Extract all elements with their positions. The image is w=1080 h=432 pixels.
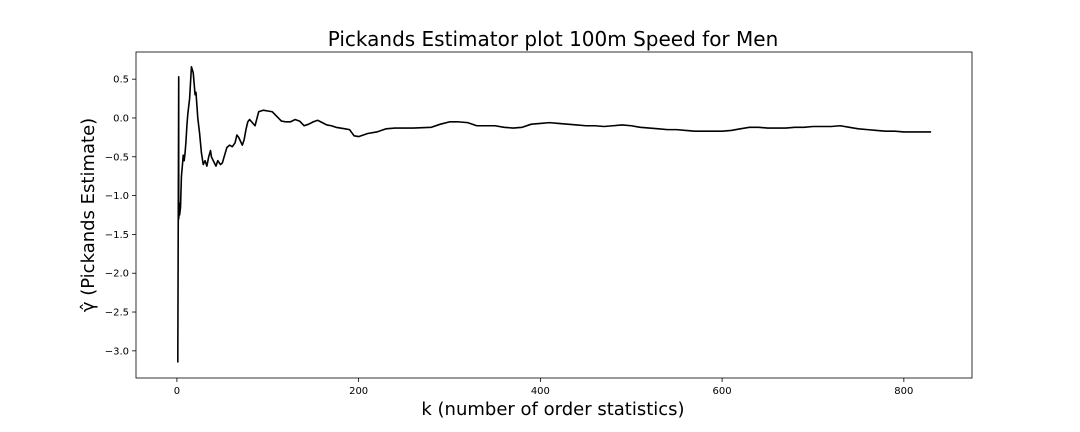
y-tick-label: −0.5 <box>105 152 129 163</box>
chart-title: Pickands Estimator plot 100m Speed for M… <box>328 27 779 51</box>
y-tick-label: −3.0 <box>105 346 129 357</box>
y-tick-label: 0.5 <box>113 75 129 86</box>
series-line-0 <box>177 65 932 363</box>
y-tick-label: −2.0 <box>105 269 129 280</box>
y-tick-label: 0.0 <box>113 113 129 124</box>
y-tick-label: −2.5 <box>105 308 129 319</box>
x-tick-label: 400 <box>531 386 550 397</box>
y-tick-label: −1.0 <box>105 191 129 202</box>
x-axis-label: k (number of order statistics) <box>421 399 684 420</box>
plot-frame <box>135 51 973 379</box>
x-tick-label: 600 <box>713 386 732 397</box>
x-tick-label: 800 <box>894 386 913 397</box>
x-tick-label: 0 <box>174 386 180 397</box>
plot-area: 0 200 400 600 800 −3.0 −2.5 −2.0 −1.5 −1.0 −0.5 0.0… <box>105 51 973 397</box>
y-axis-label: γ̂ (Pickands Estimate) <box>78 118 99 312</box>
y-tick-label: −1.5 <box>105 230 129 241</box>
x-tick-label: 200 <box>349 386 368 397</box>
